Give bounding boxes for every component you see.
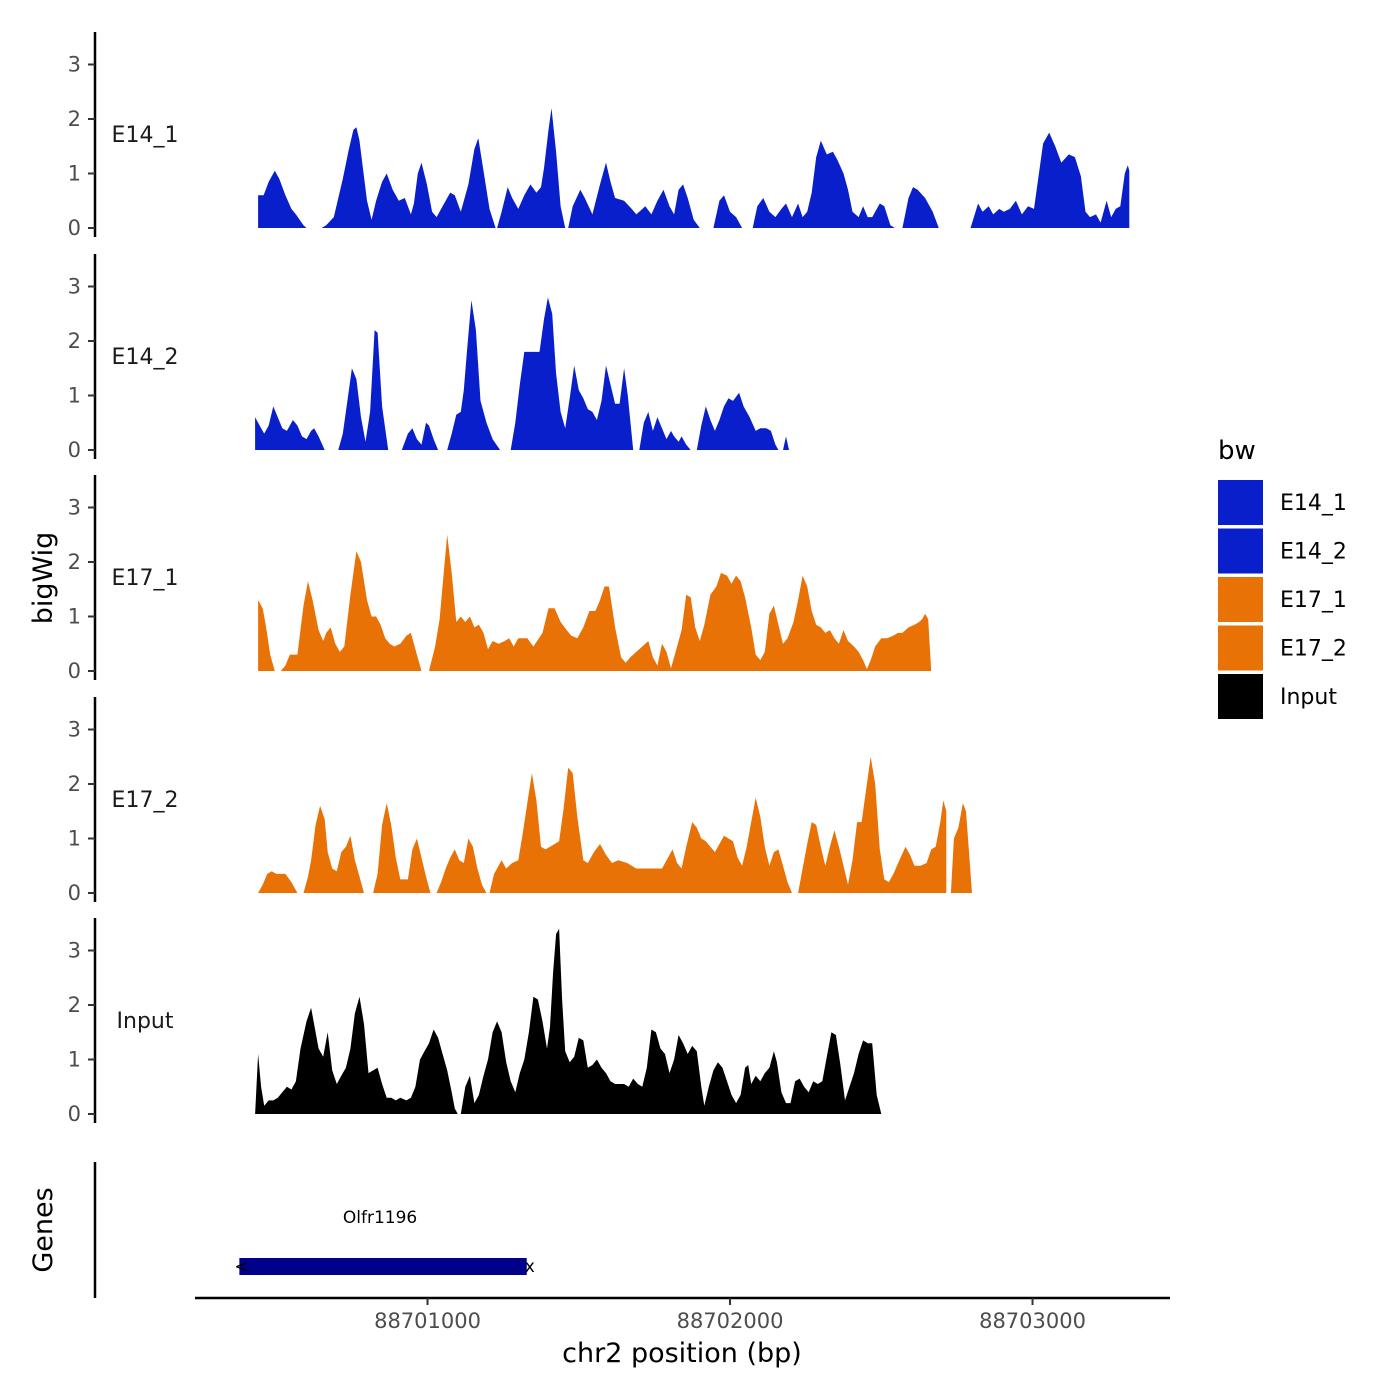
y-tick-label: 1 [68, 827, 81, 851]
coverage-area [373, 803, 431, 893]
x-tick-label: 88703000 [979, 1309, 1086, 1333]
coverage-area [401, 422, 439, 450]
coverage-area [639, 411, 691, 450]
y-tick-label: 3 [68, 496, 81, 520]
track-label: E14_1 [112, 123, 179, 148]
coverage-area [752, 140, 895, 228]
y-tick-label: 2 [68, 550, 81, 574]
legend-key [1218, 577, 1263, 622]
coverage-area [255, 996, 458, 1114]
coverage-area [866, 613, 932, 671]
y-tick-label: 0 [68, 1102, 81, 1126]
legend-key [1218, 625, 1263, 671]
track-label: E17_2 [112, 788, 179, 813]
coverage-area [436, 838, 487, 893]
coverage-area [258, 871, 298, 893]
y-tick-label: 2 [68, 993, 81, 1017]
coverage-area [783, 436, 789, 450]
gene-body [239, 1258, 527, 1275]
coverage-area [902, 187, 939, 228]
genes-axis-title: Genes [28, 1187, 59, 1272]
track-label: Input [117, 1009, 174, 1034]
coverage-area [303, 805, 364, 893]
legend-label: Input [1280, 685, 1337, 710]
track-e14-1: 0 1 2 3 E14_1 [68, 32, 1130, 240]
legend-items: E14_1 E14_2 E17_1 E17_2 Input [1218, 480, 1347, 719]
legend-label: E14_1 [1280, 491, 1347, 516]
coverage-area [321, 127, 496, 228]
y-tick-label: 2 [68, 329, 81, 353]
gene-label: Olfr1196 [343, 1208, 417, 1228]
coverage-area [970, 132, 1130, 228]
y-tick-label: 2 [68, 107, 81, 131]
x-axis: 88701000 88702000 88703000 chr2 position (… [195, 1296, 1170, 1369]
track-input: 0 1 2 3 Input [68, 918, 882, 1126]
y-tick-label: 0 [68, 216, 81, 240]
gene-start-marker: < [234, 1257, 248, 1277]
y-tick-label: 3 [68, 939, 81, 963]
coverage-area [338, 330, 389, 450]
legend-key [1218, 528, 1263, 574]
coverage-area [713, 195, 743, 228]
legend-label: E17_1 [1280, 588, 1347, 613]
y-tick-label: 0 [68, 438, 81, 462]
y-tick-label: 3 [68, 718, 81, 742]
coverage-area [696, 392, 779, 450]
y-tick-label: 1 [68, 162, 81, 186]
track-e14-2: 0 1 2 3 E14_2 [68, 254, 789, 462]
coverage-area [568, 162, 700, 228]
coverage-area [447, 300, 501, 450]
legend-title: bw [1218, 436, 1256, 466]
gene-end-marker: x [525, 1257, 535, 1277]
track-panels: 0 1 2 3 E14_1 0 1 2 3 E14_2 0 1 2 3 E17_1 0 1 2 3 E17_2 0 1 2 3… [68, 32, 1130, 1126]
track-label: E14_2 [112, 345, 179, 370]
y-tick-label: 0 [68, 881, 81, 905]
coverage-area [950, 803, 972, 893]
x-axis-title: chr2 position (bp) [562, 1338, 802, 1369]
track-label: E17_1 [112, 566, 179, 591]
y-axis-title: bigWig [28, 532, 59, 625]
coverage-area [258, 600, 275, 671]
y-tick-label: 1 [68, 605, 81, 629]
coverage-area [429, 534, 868, 671]
coverage-area [460, 928, 882, 1114]
legend-label: E17_2 [1280, 637, 1347, 662]
coverage-area [489, 767, 792, 893]
y-tick-label: 1 [68, 384, 81, 408]
coverage-area [510, 297, 634, 450]
y-tick-label: 3 [68, 53, 81, 77]
coverage-area [258, 170, 307, 228]
legend-label: E14_2 [1280, 540, 1347, 565]
track-e17-2: 0 1 2 3 E17_2 [68, 697, 972, 905]
gene-panel: < x Olfr1196 [93, 1162, 535, 1298]
coverage-area [497, 108, 566, 228]
y-tick-label: 1 [68, 1048, 81, 1072]
y-tick-label: 3 [68, 275, 81, 299]
track-e17-1: 0 1 2 3 E17_1 [68, 475, 932, 683]
coverage-area [280, 551, 422, 671]
x-ticks: 88701000 88702000 88703000 [374, 1298, 1086, 1333]
legend-key [1218, 674, 1263, 719]
x-tick-label: 88702000 [677, 1309, 784, 1333]
coverage-area [255, 406, 325, 450]
x-tick-label: 88701000 [374, 1309, 481, 1333]
legend: bw E14_1 E14_2 E17_1 E17_2 Input [1218, 436, 1347, 719]
y-tick-label: 0 [68, 659, 81, 683]
coverage-area [798, 756, 947, 893]
y-tick-label: 2 [68, 772, 81, 796]
legend-key [1218, 480, 1263, 525]
